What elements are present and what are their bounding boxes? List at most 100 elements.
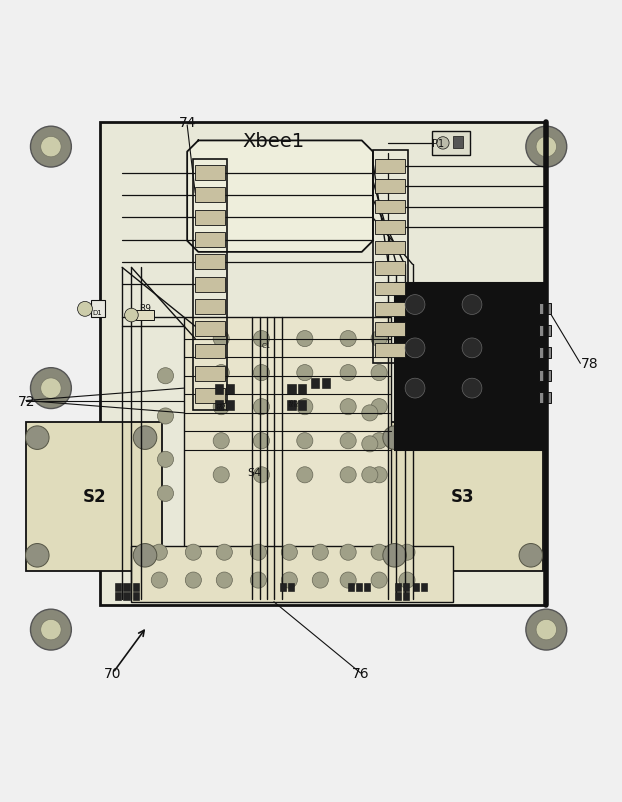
Circle shape: [371, 399, 387, 415]
Circle shape: [40, 620, 61, 640]
Circle shape: [124, 309, 138, 322]
Circle shape: [312, 545, 328, 561]
Bar: [184, 318, 391, 577]
Circle shape: [437, 137, 449, 150]
Circle shape: [213, 365, 230, 381]
Bar: [193, 160, 228, 411]
Circle shape: [383, 427, 406, 450]
Circle shape: [371, 433, 387, 449]
Text: R8: R8: [289, 397, 294, 405]
Text: 70: 70: [104, 666, 121, 680]
Circle shape: [371, 573, 387, 589]
Bar: [226, 400, 234, 411]
Bar: [376, 282, 405, 296]
Circle shape: [462, 338, 482, 358]
Bar: [403, 593, 409, 600]
Bar: [195, 367, 225, 381]
Circle shape: [216, 573, 233, 589]
Bar: [298, 385, 306, 395]
Text: 72: 72: [17, 394, 35, 408]
Bar: [539, 326, 551, 337]
Bar: [288, 583, 294, 591]
Bar: [215, 385, 223, 395]
Bar: [403, 583, 409, 591]
Bar: [382, 423, 543, 571]
Text: 74: 74: [179, 115, 196, 130]
Circle shape: [340, 365, 356, 381]
Bar: [123, 583, 129, 591]
Bar: [432, 132, 470, 156]
Bar: [311, 379, 319, 389]
Bar: [91, 300, 104, 318]
Circle shape: [340, 331, 356, 347]
Circle shape: [185, 573, 202, 589]
Circle shape: [26, 427, 49, 450]
Circle shape: [133, 427, 157, 450]
Bar: [376, 241, 405, 255]
Circle shape: [340, 573, 356, 589]
Bar: [394, 283, 543, 451]
Bar: [395, 593, 401, 600]
Text: S3: S3: [451, 488, 475, 506]
Bar: [101, 123, 546, 605]
Bar: [215, 400, 223, 411]
Bar: [376, 323, 405, 337]
Text: P1: P1: [432, 139, 445, 148]
Circle shape: [399, 573, 415, 589]
Circle shape: [399, 545, 415, 561]
Circle shape: [151, 545, 167, 561]
Text: R7: R7: [294, 397, 299, 405]
Text: D1: D1: [93, 310, 102, 315]
Circle shape: [30, 368, 72, 409]
Circle shape: [340, 433, 356, 449]
Bar: [421, 583, 427, 591]
Circle shape: [297, 365, 313, 381]
Text: S4: S4: [247, 467, 261, 477]
Bar: [195, 322, 225, 337]
Bar: [287, 400, 295, 411]
Circle shape: [362, 405, 378, 421]
Bar: [195, 300, 225, 314]
Circle shape: [405, 338, 425, 358]
Circle shape: [253, 468, 269, 484]
Circle shape: [405, 295, 425, 315]
Bar: [348, 583, 355, 591]
Bar: [539, 370, 551, 381]
Circle shape: [253, 399, 269, 415]
Circle shape: [297, 399, 313, 415]
Bar: [376, 302, 405, 316]
Text: 76: 76: [351, 666, 369, 680]
Bar: [195, 233, 225, 248]
Polygon shape: [187, 141, 373, 253]
Circle shape: [362, 436, 378, 452]
Circle shape: [462, 379, 482, 399]
Circle shape: [371, 331, 387, 347]
Circle shape: [133, 544, 157, 567]
Circle shape: [297, 468, 313, 484]
Bar: [376, 200, 405, 214]
Bar: [195, 166, 225, 180]
Bar: [26, 423, 162, 571]
Bar: [195, 255, 225, 270]
Circle shape: [213, 331, 230, 347]
Circle shape: [362, 468, 378, 484]
Circle shape: [371, 468, 387, 484]
Circle shape: [462, 295, 482, 315]
Bar: [539, 348, 551, 359]
Circle shape: [526, 610, 567, 650]
Circle shape: [519, 427, 542, 450]
Bar: [133, 593, 139, 600]
Circle shape: [157, 408, 174, 424]
Circle shape: [30, 610, 72, 650]
Circle shape: [250, 573, 266, 589]
Circle shape: [312, 573, 328, 589]
Circle shape: [185, 545, 202, 561]
Circle shape: [157, 486, 174, 502]
Circle shape: [536, 620, 557, 640]
Circle shape: [340, 545, 356, 561]
Bar: [195, 188, 225, 203]
Bar: [195, 277, 225, 292]
Circle shape: [405, 379, 425, 399]
Circle shape: [536, 137, 557, 158]
Bar: [364, 583, 371, 591]
